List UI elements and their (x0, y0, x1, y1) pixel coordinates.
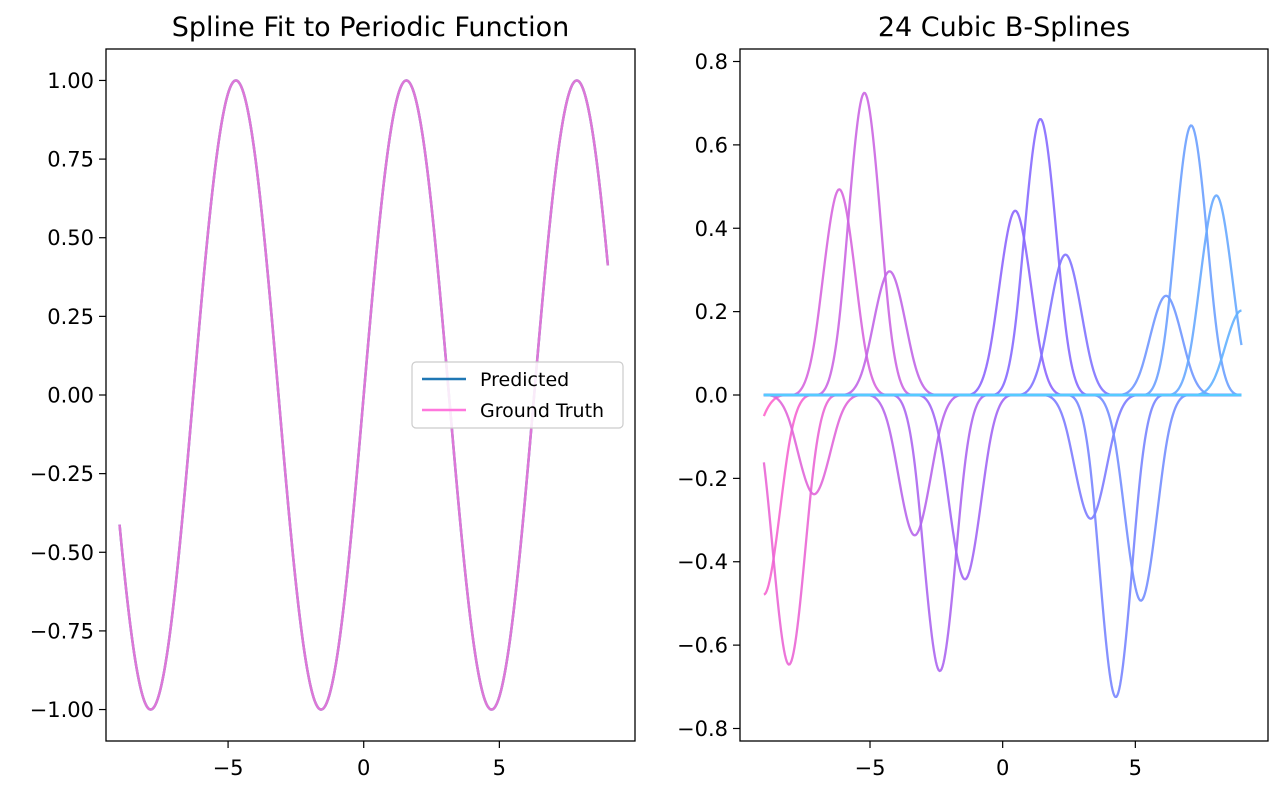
x-tick-label: −5 (855, 756, 886, 780)
y-tick-label: −0.8 (677, 717, 728, 741)
y-tick-label: 1.00 (47, 69, 94, 93)
y-tick-label: −0.50 (30, 541, 94, 565)
y-tick-label: −1.00 (30, 698, 94, 722)
x-tick-label: 0 (996, 756, 1009, 780)
legend-label-predicted: Predicted (480, 369, 569, 391)
y-tick-label: 0.8 (695, 50, 728, 74)
y-tick-label: 0.6 (695, 133, 728, 157)
y-tick-label: 0.25 (47, 305, 94, 329)
b-splines-chart: 24 Cubic B-Splines −5 0 5 0.8 0.6 0.4 0.2 0.0 −… (677, 12, 1269, 780)
y-tick-label: 0.0 (695, 384, 728, 408)
y-tick-label: 0.4 (695, 217, 728, 241)
y-tick-label: −0.25 (30, 462, 94, 486)
plot-area (118, 79, 610, 711)
legend-label-ground-truth: Ground Truth (480, 400, 604, 422)
y-axis: 0.8 0.6 0.4 0.2 0.0 −0.2 −0.4 −0.6 −0.8 (677, 50, 740, 741)
x-tick-label: 5 (1129, 756, 1142, 780)
y-tick-label: −0.4 (677, 550, 728, 574)
y-tick-label: −0.2 (677, 467, 728, 491)
legend: Predicted Ground Truth (411, 361, 624, 429)
b-spline-17 (763, 393, 1242, 602)
y-axis: 1.00 0.75 0.50 0.25 0.00 −0.25 −0.50 −0.75 −1.00 (30, 69, 106, 722)
b-spline-4 (763, 393, 1242, 496)
b-spline-16 (763, 393, 1242, 699)
y-tick-label: 0.50 (47, 226, 94, 250)
y-tick-label: −0.75 (30, 619, 94, 643)
b-spline-1 (762, 393, 1242, 417)
x-axis: −5 0 5 (213, 741, 506, 780)
chart-title: Spline Fit to Periodic Function (172, 12, 569, 43)
b-spline-14 (763, 253, 1242, 397)
b-spline-6 (763, 91, 1242, 397)
spline-fit-chart: Spline Fit to Periodic Function −5 0 5 1.0… (30, 12, 636, 780)
b-spline-8 (763, 393, 1242, 537)
series-ground-truth (118, 79, 610, 711)
b-spline-15 (763, 393, 1242, 520)
chart-title: 24 Cubic B-Splines (878, 12, 1130, 43)
y-tick-label: 0.00 (47, 384, 94, 408)
y-tick-label: −0.6 (677, 634, 728, 658)
y-tick-label: 0.75 (47, 148, 94, 172)
y-tick-label: 0.2 (695, 300, 728, 324)
x-tick-label: 0 (357, 756, 370, 780)
x-axis: −5 0 5 (855, 741, 1142, 780)
plot-area (762, 91, 1243, 699)
x-tick-label: −5 (213, 756, 244, 780)
x-tick-label: 5 (493, 756, 506, 780)
